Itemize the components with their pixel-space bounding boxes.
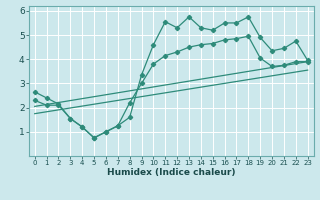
X-axis label: Humidex (Indice chaleur): Humidex (Indice chaleur) <box>107 168 236 177</box>
